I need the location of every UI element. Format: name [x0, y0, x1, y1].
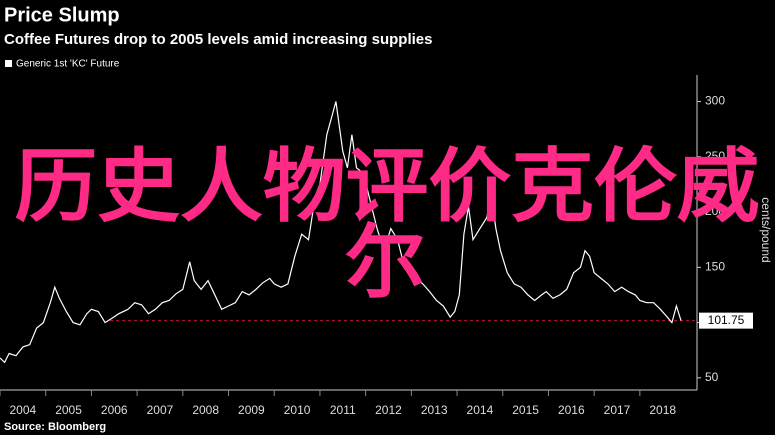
- x-tick-label: 2011: [330, 403, 356, 417]
- chart-title: Price Slump: [4, 4, 120, 26]
- y-tick-label: 250: [705, 149, 725, 163]
- y-tick-label: 50: [705, 370, 719, 384]
- overlay-text: 尔: [345, 216, 425, 309]
- x-tick-label: 2008: [192, 403, 219, 417]
- x-tick-label: 2010: [284, 403, 311, 417]
- source: Source: Bloomberg: [4, 421, 106, 433]
- y-tick-label: 150: [705, 259, 725, 273]
- x-tick-label: 2007: [147, 403, 174, 417]
- legend-swatch: [5, 60, 12, 67]
- legend-label: Generic 1st 'KC' Future: [16, 59, 120, 70]
- x-tick-label: 2004: [10, 403, 37, 417]
- y-tick-label: 200: [705, 204, 725, 218]
- chart-subtitle: Coffee Futures drop to 2005 levels amid …: [4, 31, 432, 48]
- x-tick-label: 2012: [375, 403, 402, 417]
- y-tick-label: 300: [705, 94, 725, 108]
- price-line: [0, 101, 682, 364]
- x-tick-label: 2018: [649, 403, 676, 417]
- x-tick-label: 2009: [238, 403, 265, 417]
- x-tick-label: 2005: [55, 403, 82, 417]
- x-tick-label: 2015: [512, 403, 539, 417]
- overlay-text: 历史人物评价克伦威: [15, 140, 760, 233]
- x-tick-label: 2013: [421, 403, 448, 417]
- x-tick-label: 2014: [467, 403, 494, 417]
- last-value-box: [699, 312, 753, 329]
- x-tick-label: 2016: [558, 403, 585, 417]
- x-tick-label: 2006: [101, 403, 128, 417]
- x-tick-label: 2017: [604, 403, 631, 417]
- last-value-label: 101.75: [708, 313, 745, 327]
- y-axis-label: cents/pound: [759, 197, 773, 262]
